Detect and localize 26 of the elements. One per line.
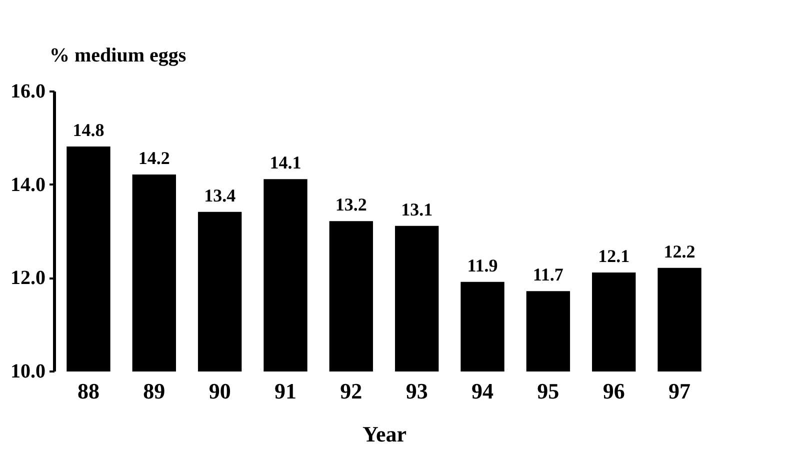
data-label: 14.1 [270,152,302,173]
y-tick-label: 10.0 [10,360,46,382]
data-label: 14.8 [72,120,104,140]
y-tick-label: 14.0 [10,174,46,196]
x-tick-label: 90 [208,378,231,404]
y-tick-label: 16.0 [10,80,46,102]
x-tick-label: 96 [602,378,625,404]
data-label: 11.7 [532,264,564,285]
x-tick-label: 92 [340,378,362,404]
x-tick-label: 97 [668,378,691,404]
x-tick-label: 94 [472,378,494,404]
y-tick-label: 12.0 [10,267,46,290]
x-tick-label: 91 [274,378,296,404]
x-axis-title: Year [362,422,407,446]
x-tick-label: 89 [143,378,166,404]
data-label: 12.1 [598,246,630,266]
x-tick-label: 93 [406,378,428,404]
data-label: 13.4 [204,185,236,206]
data-label: 14.2 [138,148,170,168]
data-label: 11.9 [467,255,498,276]
data-label: 13.1 [401,199,433,220]
data-label: 12.2 [664,241,696,262]
x-tick-label: 95 [537,378,560,404]
data-label: 13.2 [335,194,367,215]
x-tick-label: 88 [77,378,100,404]
y-axis-title: % medium eggs [50,44,186,66]
